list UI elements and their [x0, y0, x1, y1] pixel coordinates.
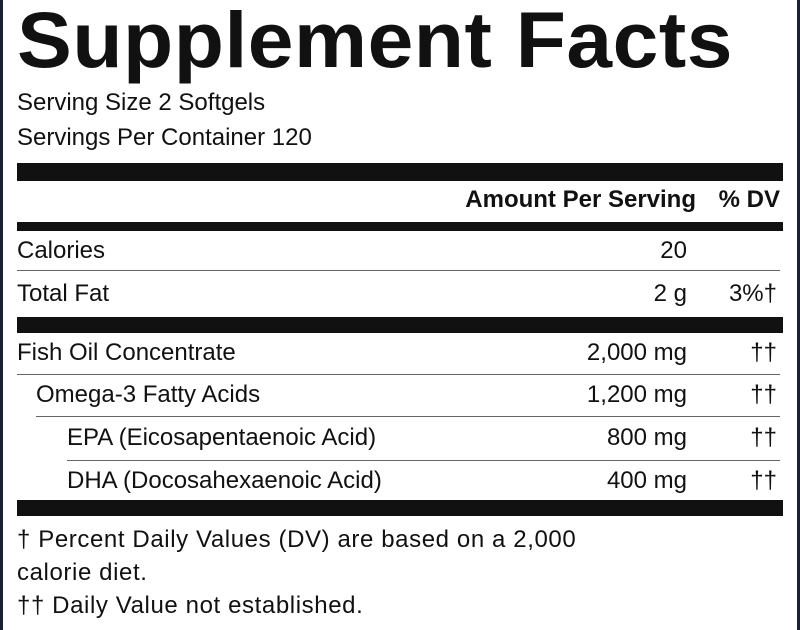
row-divider: [17, 374, 780, 375]
row-amount: 20: [660, 237, 687, 264]
row-amount: 400 mg: [606, 467, 687, 494]
row-amount: 2,000 mg: [586, 339, 687, 366]
row-name: Total Fat: [17, 280, 110, 307]
footnote: † Percent Daily Values (DV) are based on…: [17, 526, 577, 553]
row-divider: [67, 460, 780, 461]
row-name: EPA (Eicosapentaenoic Acid): [67, 424, 377, 451]
row-dv: 3%†: [728, 280, 777, 307]
row-name: Fish Oil Concentrate: [17, 339, 236, 366]
servings-per-container: Servings Per Container 120: [17, 124, 312, 151]
supplement-facts-label: Supplement Facts Serving Size 2 Softgels…: [3, 0, 797, 630]
serving-size: Serving Size 2 Softgels: [17, 89, 266, 116]
row-amount: 800 mg: [606, 424, 687, 451]
row-amount: 2 g: [653, 280, 687, 307]
thick-divider: [17, 163, 783, 181]
medium-divider: [17, 222, 783, 231]
label-title: Supplement Facts: [17, 0, 733, 84]
row-dv: ††: [750, 339, 777, 366]
row-name: Omega-3 Fatty Acids: [36, 381, 261, 408]
dv-header: % DV: [718, 186, 780, 213]
thick-divider: [17, 500, 783, 516]
row-name: Calories: [17, 237, 106, 264]
row-dv: ††: [750, 424, 777, 451]
amount-per-serving-header: Amount Per Serving: [465, 186, 696, 213]
footnote: calorie diet.: [17, 559, 148, 586]
row-divider: [17, 270, 780, 271]
row-divider: [36, 416, 780, 417]
thick-divider: [17, 317, 783, 333]
row-dv: ††: [750, 381, 777, 408]
row-amount: 1,200 mg: [586, 381, 687, 408]
row-dv: ††: [750, 467, 777, 494]
footnote: †† Daily Value not established.: [17, 592, 364, 619]
row-name: DHA (Docosahexaenoic Acid): [67, 467, 382, 494]
